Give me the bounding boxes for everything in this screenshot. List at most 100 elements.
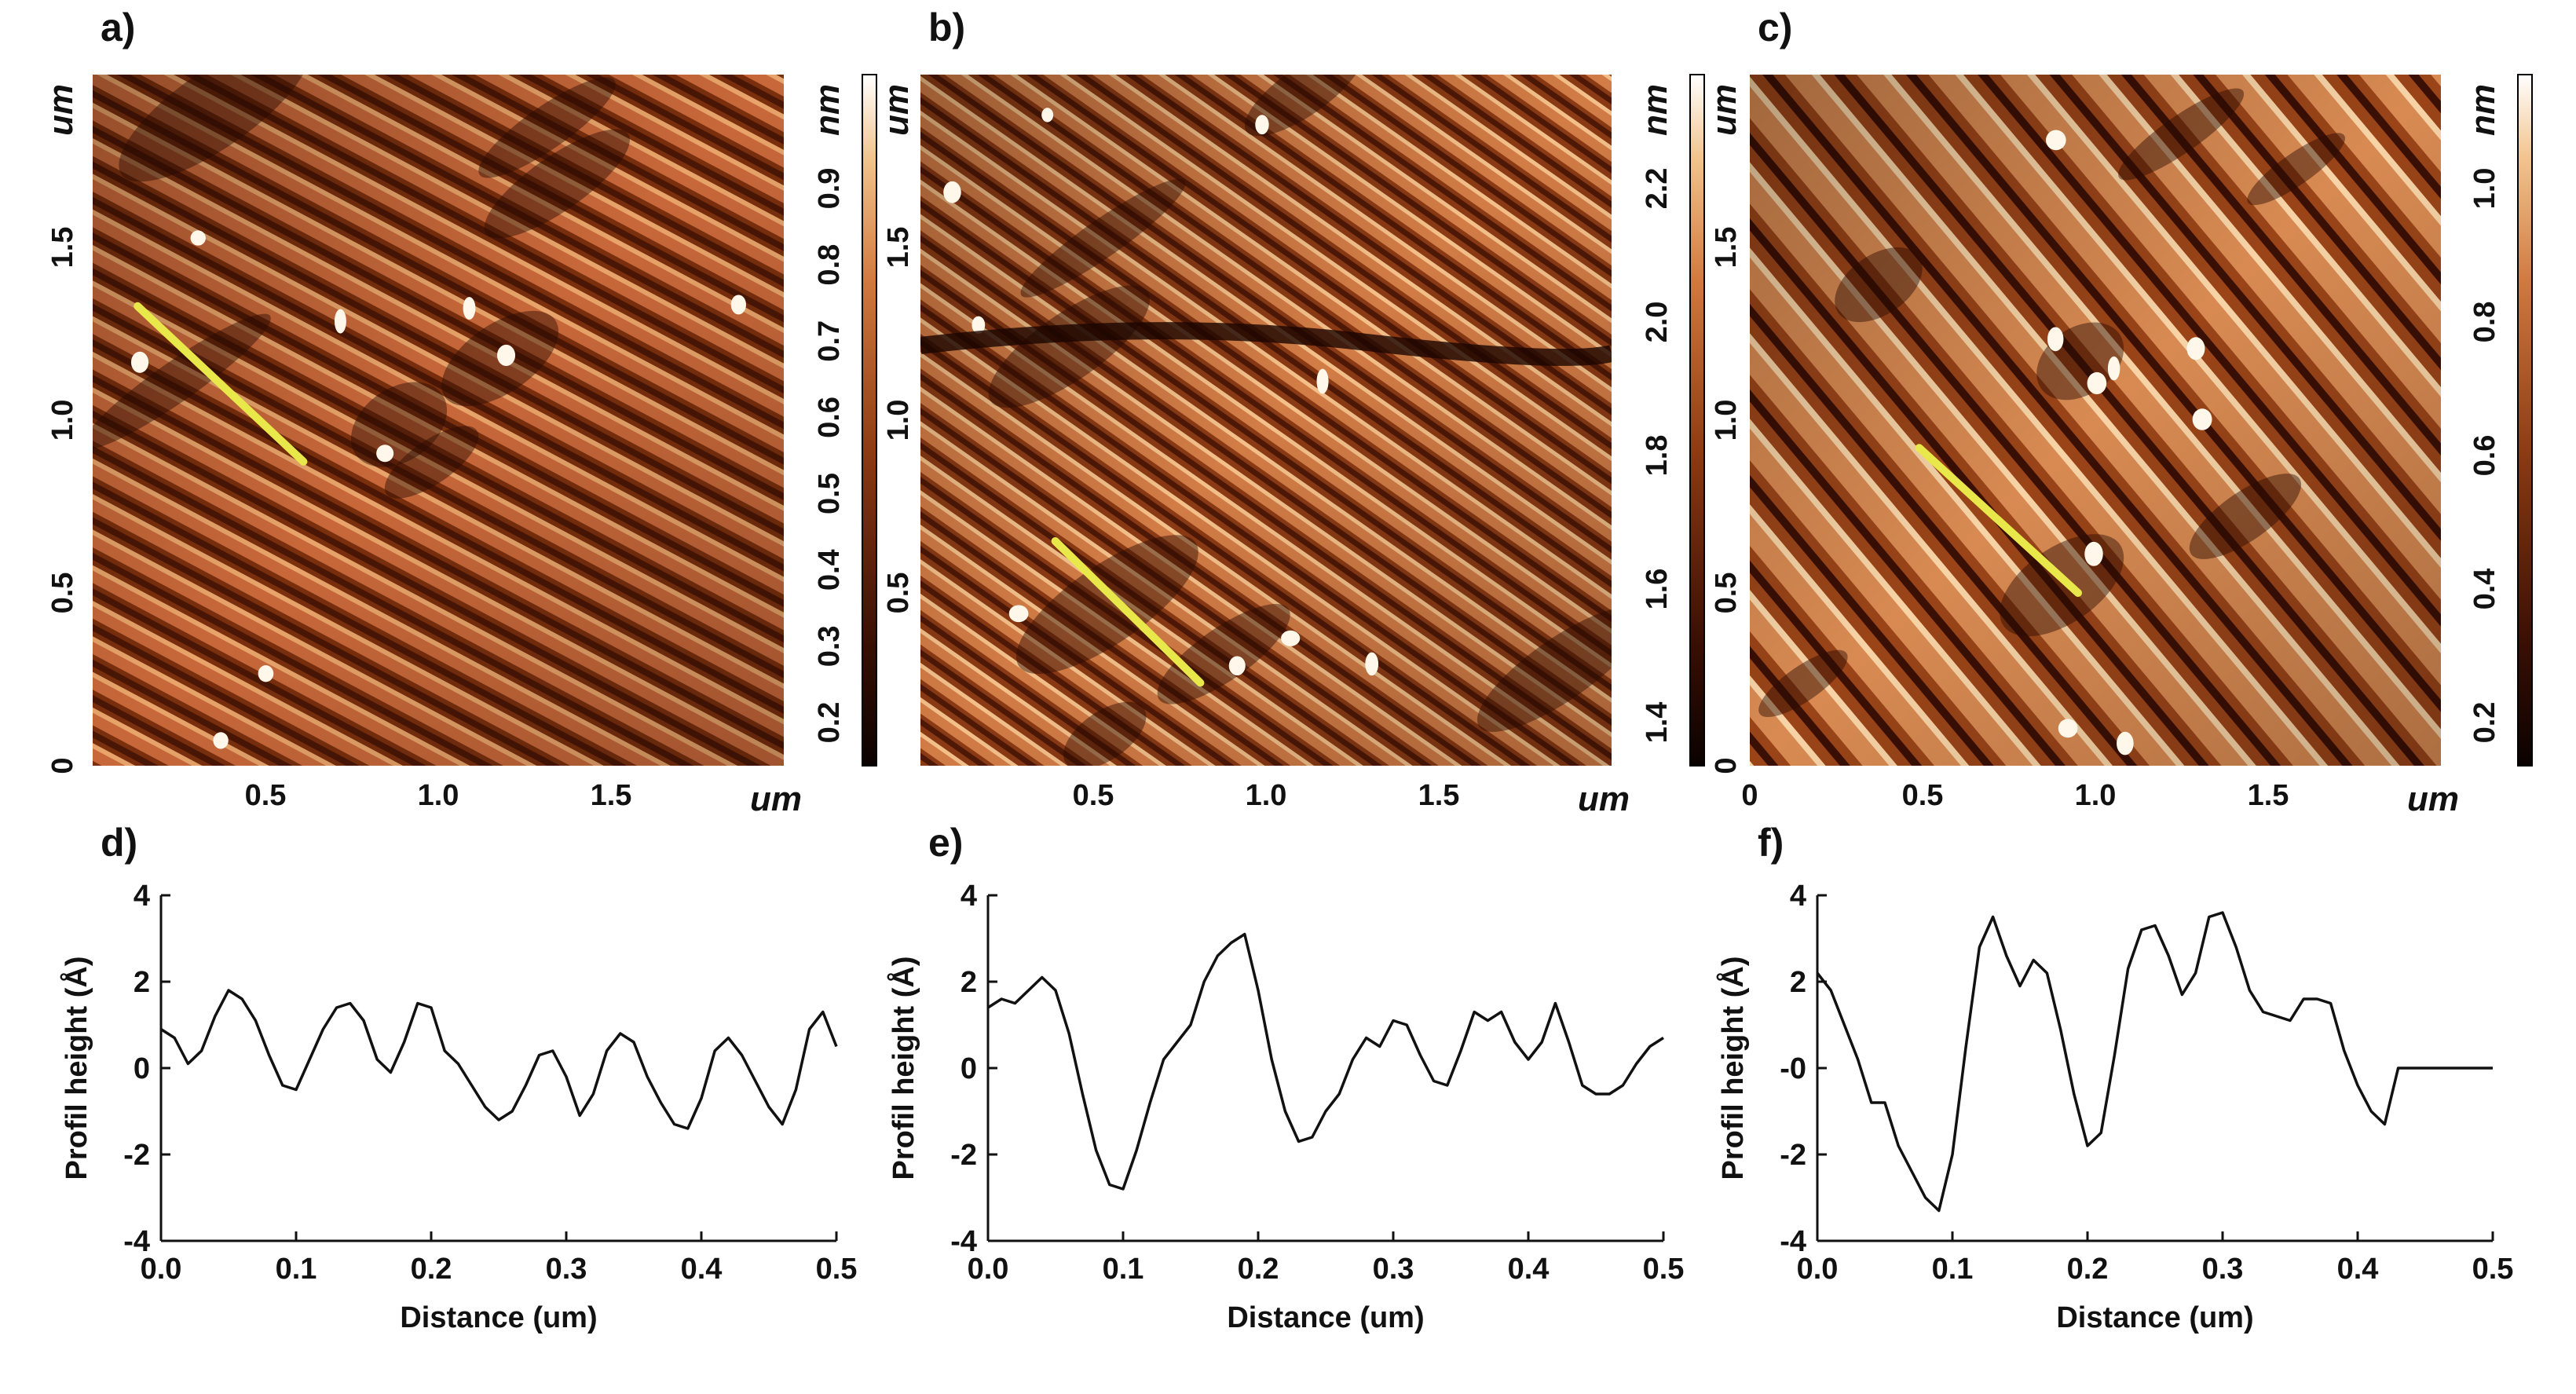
profile-line	[134, 302, 308, 466]
afm-particle	[1281, 630, 1301, 646]
afm-particle	[1228, 656, 1246, 676]
afm-particle	[2084, 541, 2103, 566]
afm-dark-region	[2247, 133, 2346, 206]
panel-label: d)	[101, 821, 137, 865]
afm-particle	[1365, 652, 1379, 676]
profile-plots: d) 0.0 0.1 0.2 0.3 0.4 0.5 -4 -2 0 2 4 Distance (um)…	[59, 821, 2513, 1334]
afm-dark-region	[1157, 604, 1290, 704]
y-tick-label: -2	[1780, 1139, 1806, 1172]
afm-panel-1: a) 0.5 1.0 1.5 um 0 0.5 1.0 1.5 um 0.2 0.3 0.4 0.5 0.6…	[42, 5, 916, 818]
panel-label: e)	[928, 821, 963, 865]
afm-dark-region	[1063, 701, 1147, 766]
afm-particle	[2087, 371, 2107, 395]
x-tick-label: 0.5	[2472, 1253, 2514, 1286]
x-tick-label: 0.5	[1643, 1253, 1685, 1286]
y-tick-label: 0.5	[46, 573, 79, 614]
afm-particle	[1008, 605, 1029, 623]
x-tick-label: 0.2	[1238, 1253, 1279, 1286]
x-tick-label: 1.5	[1418, 779, 1460, 812]
y-tick-label: -4	[123, 1225, 150, 1258]
afm-dark-region	[2189, 474, 2302, 559]
x-axis-title: Distance (um)	[400, 1301, 597, 1334]
afm-particle	[2047, 327, 2064, 352]
z-tick-label: 0.3	[813, 625, 846, 667]
afm-shading	[920, 75, 1612, 766]
afm-particle	[130, 351, 149, 373]
y-unit-label: um	[42, 84, 80, 136]
y-tick-label: 4	[134, 880, 150, 913]
x-tick-label: 1.5	[2248, 779, 2289, 812]
x-axis-title: Distance (um)	[2056, 1301, 2253, 1334]
y-tick-label: -2	[123, 1139, 150, 1172]
z-tick-label: 0.8	[813, 244, 846, 286]
panel-label: b)	[928, 5, 965, 49]
profile-series-line	[1816, 911, 2493, 1213]
y-tick-label: 4	[1790, 880, 1806, 913]
x-tick-label: 0.1	[276, 1253, 317, 1286]
afm-dark-region	[478, 77, 616, 178]
afm-dark-region	[1016, 535, 1198, 675]
x-tick-label: 0.0	[141, 1253, 182, 1286]
afm-dark-region	[484, 129, 630, 239]
x-tick-label: 1.0	[2075, 779, 2117, 812]
lateral-tick-label: 0.5	[882, 573, 915, 614]
x-tick-label: 0.5	[245, 779, 287, 812]
x-tick-label: 0.5	[816, 1253, 858, 1286]
afm-shading	[93, 75, 784, 766]
afm-image	[93, 75, 784, 766]
x-tick-label: 1.0	[418, 779, 459, 812]
profile-series-line	[160, 989, 838, 1130]
z-tick-label: 2.0	[1641, 302, 1674, 343]
afm-dark-region	[1476, 606, 1612, 732]
afm-panel-2: b) 0.5 1.0 1.5 um 1.4 1.6 1.8 2.0 2.2 nm 0 0.5 1.0 1.5…	[920, 5, 1744, 818]
x-tick-label: 0.3	[546, 1253, 587, 1286]
colorbar-gradient	[2517, 74, 2533, 767]
y-tick-label: 1.0	[46, 400, 79, 441]
z-tick-label: 0.2	[813, 702, 846, 744]
x-tick-label: 0.4	[2337, 1253, 2379, 1286]
afm-particle	[730, 295, 746, 315]
afm-particle	[1255, 115, 1269, 135]
afm-dark-region	[2118, 88, 2245, 181]
x-tick-label: 0.4	[681, 1253, 723, 1286]
y-axis-title: Profil height (Å)	[1715, 957, 1750, 1180]
afm-dark-region	[1244, 75, 1363, 137]
y-tick-label: 2	[1790, 966, 1806, 999]
x-tick-label: 0.0	[968, 1253, 1009, 1286]
z-unit-label: nm	[1636, 84, 1674, 136]
profile-series-line	[987, 932, 1664, 1191]
y-tick-label: 0	[961, 1052, 977, 1085]
z-tick-label: 0.4	[813, 549, 846, 591]
x-tick-label: 1.0	[1246, 779, 1287, 812]
colorbar-gradient	[862, 74, 877, 767]
x-tick-label: 0.1	[1932, 1253, 1974, 1286]
y-tick-label: -2	[950, 1139, 977, 1172]
y-tick-label: 0	[46, 757, 79, 774]
z-unit-label: nm	[808, 84, 847, 136]
lateral-tick-label: 1.0	[1710, 400, 1743, 441]
y-tick-label: 0	[134, 1052, 150, 1085]
afm-panel-3: c) 0 0.5 1.0 1.5 um 0.2 0.4 0.6 0.8 1.0 nm	[1741, 5, 2533, 818]
z-tick-label: 1.4	[1641, 702, 1674, 744]
afm-particle	[2192, 408, 2212, 430]
afm-image	[920, 75, 1612, 766]
x-tick-label: 0.0	[1797, 1253, 1839, 1286]
y-tick-label: 4	[961, 880, 977, 913]
z-tick-label: 0.6	[2468, 435, 2501, 477]
z-tick-label: 1.6	[1641, 569, 1674, 610]
x-tick-label: 0.4	[1508, 1253, 1550, 1286]
x-tick-label: 0.2	[411, 1253, 452, 1286]
afm-particle	[2045, 130, 2066, 151]
lateral-tick-label: 1.0	[882, 400, 915, 441]
z-tick-label: 1.0	[2468, 168, 2501, 210]
afm-particle	[463, 297, 476, 320]
afm-particle	[334, 309, 346, 334]
panel-label: f)	[1758, 821, 1784, 865]
afm-particle	[943, 181, 961, 203]
profile-line	[1051, 537, 1205, 687]
lateral-unit-label: um	[877, 84, 916, 136]
afm-particle	[376, 445, 394, 463]
x-tick-label: 0.5	[1073, 779, 1114, 812]
y-axis-title: Profil height (Å)	[59, 957, 93, 1180]
